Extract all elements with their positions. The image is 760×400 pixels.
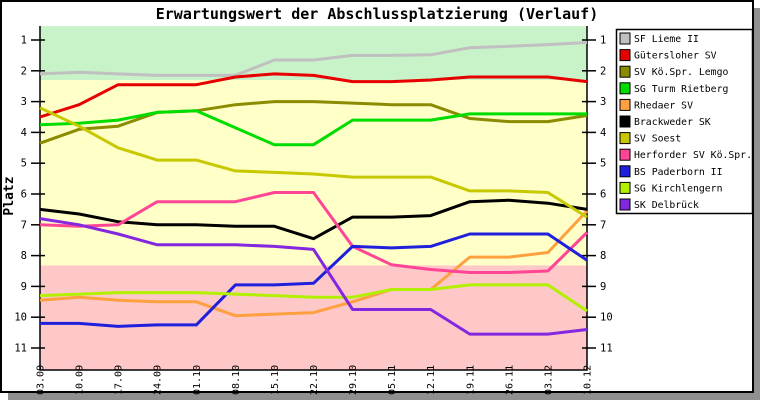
chart-title: Erwartungswert der Abschlussplatzierung … <box>156 5 599 23</box>
x-tick-label: 08.10 <box>231 365 242 395</box>
legend-item: SK Delbrück <box>619 198 699 211</box>
legend-item: BS Paderborn II <box>619 165 722 178</box>
y-axis-label: Platz <box>2 176 17 215</box>
y-tick-label-right: 3 <box>600 96 606 108</box>
legend-label: Herforder SV Kö.Spr. <box>634 150 752 161</box>
y-tick-label-right: 8 <box>600 250 606 262</box>
legend-box <box>615 28 754 215</box>
x-tick-label: 12.11 <box>426 365 437 395</box>
series-line-rhedaer-sv <box>39 209 589 318</box>
x-tick-label: 15.10 <box>270 365 281 395</box>
x-tick-label: 10.09 <box>75 365 86 395</box>
y-tick-label-right: 6 <box>600 189 606 201</box>
legend-swatch <box>619 65 631 78</box>
legend-label: SF Lieme II <box>634 34 699 45</box>
y-tick-label-right: 11 <box>600 343 613 355</box>
x-tick-label: 03.12 <box>543 365 554 395</box>
y-tick-label-right: 1 <box>600 35 606 47</box>
series-line-herforder-sv-k-spr- <box>39 191 589 274</box>
y-tick-label-left: 1 <box>21 35 27 47</box>
series-line-bs-paderborn-ii <box>40 232 588 328</box>
legend-swatch <box>619 165 631 178</box>
legend-label: SV Kö.Spr. Lemgo <box>634 67 728 78</box>
legend-item: Gütersloher SV <box>619 49 717 62</box>
y-tick-label-right: 9 <box>600 281 606 293</box>
legend-swatch <box>619 181 631 194</box>
legend-label: BS Paderborn II <box>634 167 722 178</box>
legend-swatch <box>619 115 631 128</box>
legend-item: Herforder SV Kö.Spr. <box>619 148 752 161</box>
x-tick-label: 17.09 <box>114 365 125 395</box>
legend-swatch <box>619 198 631 211</box>
legend-label: Gütersloher SV <box>634 51 717 62</box>
series-line-sv-soest <box>39 106 588 219</box>
legend-label: SK Delbrück <box>634 200 699 211</box>
y-tick-label-right: 2 <box>600 65 606 77</box>
legend-label: SG Kirchlengern <box>634 183 723 194</box>
x-tick-label: 24.09 <box>153 365 164 395</box>
axis-frame <box>39 26 588 371</box>
y-tick-label-left: 10 <box>14 312 27 324</box>
legend-swatch <box>619 82 631 95</box>
x-tick-label: 19.11 <box>465 365 476 395</box>
x-tick-label: 01.10 <box>192 365 203 395</box>
y-tick-label-left: 11 <box>14 343 27 355</box>
legend-item: SV Soest <box>619 132 681 145</box>
y-tick-label-left: 6 <box>21 189 27 201</box>
legend-label: Brackweder SK <box>634 117 711 128</box>
series-line-brackweder-sk <box>39 198 588 241</box>
y-tick-label-right: 7 <box>600 219 606 231</box>
legend-item: Rhedaer SV <box>619 98 693 111</box>
y-tick-label-right: 10 <box>600 312 613 324</box>
y-tick-label-left: 7 <box>21 219 27 231</box>
series-line-sv-k-spr-lemgo <box>39 100 588 145</box>
y-tick-label-left: 3 <box>21 96 27 108</box>
x-tick-label: 05.11 <box>387 365 398 395</box>
x-tick-label: 22.10 <box>309 365 320 395</box>
y-tick-label-left: 2 <box>21 65 27 77</box>
legend-item: Brackweder SK <box>619 115 711 128</box>
y-tick-label-right: 5 <box>600 158 606 170</box>
y-tick-label-right: 4 <box>600 127 606 139</box>
x-tick-label: 03.09 <box>36 365 47 395</box>
legend-swatch <box>619 49 631 62</box>
legend-swatch <box>619 98 631 111</box>
legend-swatch <box>619 132 631 145</box>
series-line-sf-lieme-ii <box>39 41 588 77</box>
series-line-sg-kirchlengern <box>39 283 588 313</box>
frame-shadow-right <box>754 8 760 400</box>
y-tick-label-left: 9 <box>21 281 27 293</box>
series-line-g-tersloher-sv <box>39 72 588 119</box>
legend-swatch <box>619 148 631 161</box>
legend-item: SF Lieme II <box>619 32 699 45</box>
y-tick-label-left: 8 <box>21 250 27 262</box>
zone-relegation-zone <box>40 265 587 370</box>
legend-label: SV Soest <box>634 134 681 145</box>
legend-label: Rhedaer SV <box>634 100 693 111</box>
x-tick-label: 29.10 <box>348 365 359 395</box>
x-tick-label: 26.11 <box>504 365 515 395</box>
y-tick-label-left: 5 <box>21 158 27 170</box>
legend-label: SG Turm Rietberg <box>634 84 728 95</box>
legend-item: SV Kö.Spr. Lemgo <box>619 65 728 78</box>
y-tick-label-left: 4 <box>21 127 27 139</box>
zone-promotion-zone <box>40 26 587 81</box>
series-line-sk-delbr-ck <box>39 217 588 336</box>
legend-swatch <box>619 32 631 45</box>
frame-shadow-bottom <box>8 393 760 400</box>
legend-item: SG Kirchlengern <box>619 181 723 194</box>
x-tick-label: 10.12 <box>583 365 594 395</box>
legend-item: SG Turm Rietberg <box>619 82 728 95</box>
series-line-sg-turm-rietberg <box>39 109 587 147</box>
legend: SF Lieme II Gütersloher SV SV Kö.Spr. Lemg… <box>615 28 754 215</box>
